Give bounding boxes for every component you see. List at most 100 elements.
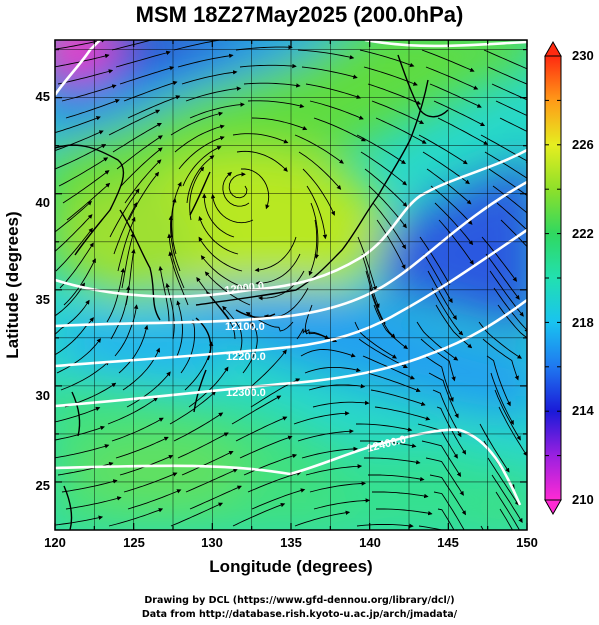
streamline <box>499 508 514 530</box>
streamline <box>181 70 238 85</box>
streamline <box>108 508 164 527</box>
streamlines <box>55 40 527 530</box>
streamline <box>55 282 85 317</box>
streamline <box>239 435 293 459</box>
streamline <box>112 122 162 153</box>
streamline <box>366 372 421 393</box>
streamline <box>371 491 429 499</box>
streamline <box>169 390 217 425</box>
contour-label: 12100.0 <box>225 321 265 333</box>
streamline <box>55 227 93 272</box>
streamline <box>306 185 328 240</box>
streamline <box>117 216 136 272</box>
streamline <box>418 525 444 530</box>
streamline <box>375 117 427 144</box>
streamline <box>364 168 408 207</box>
streamline <box>204 271 251 306</box>
streamline <box>421 440 462 477</box>
streamline <box>432 389 462 438</box>
streamline <box>55 425 105 441</box>
streamline <box>236 150 288 172</box>
streamline <box>123 472 178 493</box>
streamline <box>494 389 521 441</box>
y-axis-label: Latitude (degrees) <box>3 211 22 359</box>
contour-label: 12200.0 <box>226 351 266 363</box>
streamline <box>430 185 473 225</box>
streamline <box>59 242 94 289</box>
streamline <box>308 219 318 276</box>
y-tick-label: 35 <box>35 292 50 307</box>
streamline <box>363 457 421 465</box>
streamline <box>198 236 243 272</box>
streamline <box>482 338 519 381</box>
colorbar-tick-label: 210 <box>572 492 594 507</box>
streamline <box>113 202 138 255</box>
streamline <box>426 168 472 205</box>
streamline <box>115 50 171 68</box>
streamline <box>228 172 248 199</box>
streamline <box>498 406 527 457</box>
streamline <box>235 44 293 51</box>
streamline <box>496 202 527 231</box>
streamline <box>61 84 117 102</box>
streamline <box>222 171 250 207</box>
streamline <box>65 99 120 119</box>
colorbar-tick-label: 230 <box>572 48 594 63</box>
streamline <box>428 372 459 419</box>
streamline <box>174 124 225 153</box>
streamline <box>313 498 371 510</box>
streamline <box>118 324 149 374</box>
streamline <box>121 232 135 289</box>
streamline <box>181 451 234 476</box>
streamline <box>120 147 163 187</box>
streamline <box>491 474 523 523</box>
colorbar-max-arrow <box>544 40 562 57</box>
streamline <box>58 157 109 187</box>
streamline <box>486 355 511 407</box>
streamline <box>369 287 396 339</box>
colorbar-tick-label: 222 <box>572 226 594 241</box>
streamline <box>356 523 414 529</box>
x-tick-label: 140 <box>359 535 381 550</box>
y-tick-label: 25 <box>35 478 50 493</box>
streamline <box>241 168 270 210</box>
streamline <box>55 144 107 170</box>
streamline <box>300 349 356 358</box>
streamline <box>294 134 344 164</box>
streamline <box>368 185 407 229</box>
colorbar-tick-label: 226 <box>572 137 594 152</box>
streamline <box>177 53 234 68</box>
credit-drawing: Drawing by DCL (https://www.gfd-dennou.o… <box>144 595 455 606</box>
streamline <box>124 159 162 204</box>
streamline <box>235 416 288 442</box>
streamline <box>424 355 454 403</box>
streamline <box>434 202 474 246</box>
streamline <box>62 170 110 204</box>
streamline <box>376 219 406 270</box>
streamline <box>61 479 118 493</box>
streamline <box>301 66 358 79</box>
streamline <box>416 321 459 361</box>
streamline <box>231 395 282 425</box>
streamline <box>116 135 163 170</box>
streamline <box>254 236 297 273</box>
streamline <box>356 423 413 432</box>
streamline <box>358 338 408 369</box>
streamline <box>372 202 406 250</box>
streamline <box>243 453 298 476</box>
streamline <box>420 338 456 382</box>
streamline <box>60 360 110 391</box>
streamline <box>487 457 519 506</box>
x-tick-label: 120 <box>44 535 66 550</box>
streamline <box>437 117 489 145</box>
streamline <box>173 412 224 442</box>
x-tick-label: 135 <box>280 535 302 550</box>
streamline <box>189 485 242 510</box>
streamline <box>360 151 407 186</box>
streamline <box>246 349 287 391</box>
streamline <box>305 464 363 476</box>
streamline <box>490 372 514 425</box>
streamline <box>433 100 486 127</box>
streamline <box>429 474 466 516</box>
